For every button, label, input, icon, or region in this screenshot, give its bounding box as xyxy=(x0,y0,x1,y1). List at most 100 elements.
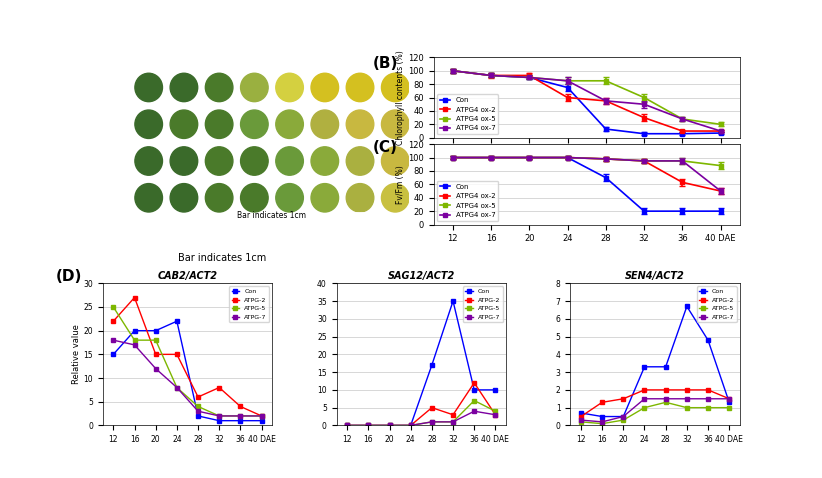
ATPG-7 xyxy=(193,408,203,414)
Ellipse shape xyxy=(206,73,233,102)
ATPG-7 xyxy=(491,412,501,418)
ATPG-5 xyxy=(491,408,501,414)
Con xyxy=(235,418,245,424)
Line: ATPG-2: ATPG-2 xyxy=(345,381,497,427)
ATPG-5 xyxy=(150,337,160,343)
Ellipse shape xyxy=(311,73,339,102)
Line: Con: Con xyxy=(345,299,497,427)
ATPG-5 xyxy=(235,413,245,419)
Text: 32: 32 xyxy=(317,62,326,71)
Ellipse shape xyxy=(346,110,374,139)
Ellipse shape xyxy=(206,110,233,139)
Con xyxy=(491,387,501,393)
ATPG-5 xyxy=(640,405,649,411)
Con xyxy=(172,318,182,324)
Ellipse shape xyxy=(206,147,233,175)
Text: Con: Con xyxy=(109,75,123,84)
ATPG-5 xyxy=(448,419,458,425)
ATPG-2 xyxy=(130,294,140,300)
ATPG-5 xyxy=(598,421,607,426)
Ellipse shape xyxy=(311,110,339,139)
ATPG-2 xyxy=(598,400,607,405)
ATPG-2 xyxy=(150,351,160,357)
Text: (A): (A) xyxy=(109,62,134,77)
ATPG-2 xyxy=(576,413,586,419)
Ellipse shape xyxy=(170,73,198,102)
Text: ATPG4
ox-5: ATPG4 ox-5 xyxy=(109,143,134,163)
Y-axis label: Chlorophyll contents (%): Chlorophyll contents (%) xyxy=(396,50,405,145)
ATPG-7 xyxy=(342,423,352,428)
Text: (D): (D) xyxy=(55,269,81,284)
Con xyxy=(618,413,628,419)
Ellipse shape xyxy=(276,110,303,139)
Text: Bar indicates 1cm: Bar indicates 1cm xyxy=(178,253,266,263)
ATPG-2 xyxy=(724,396,734,402)
ATPG-2 xyxy=(406,423,416,428)
ATPG-5 xyxy=(385,423,395,428)
Con xyxy=(109,351,118,357)
ATPG-2 xyxy=(385,423,395,428)
ATPG-7 xyxy=(130,342,140,348)
Line: ATPG-2: ATPG-2 xyxy=(580,388,731,418)
ATPG-5 xyxy=(363,423,373,428)
Y-axis label: Relative value: Relative value xyxy=(72,325,81,384)
Text: (B): (B) xyxy=(372,56,398,71)
Line: ATPG-5: ATPG-5 xyxy=(580,401,731,425)
ATPG-5 xyxy=(109,304,118,310)
Con xyxy=(661,364,671,369)
Legend: Con, ATPG4 ox-2, ATPG4 ox-5, ATPG4 ox-7: Con, ATPG4 ox-2, ATPG4 ox-5, ATPG4 ox-7 xyxy=(437,94,498,134)
Ellipse shape xyxy=(135,110,163,139)
ATPG-7 xyxy=(215,413,224,419)
ATPG-5 xyxy=(215,413,224,419)
ATPG-7 xyxy=(661,396,671,402)
Ellipse shape xyxy=(135,73,163,102)
Ellipse shape xyxy=(241,184,268,212)
ATPG-2 xyxy=(172,351,182,357)
ATPG-5 xyxy=(618,417,628,423)
ATPG-7 xyxy=(640,396,649,402)
ATPG-7 xyxy=(363,423,373,428)
Legend: Con, ATPG-2, ATPG-5, ATPG-7: Con, ATPG-2, ATPG-5, ATPG-7 xyxy=(463,286,503,322)
Legend: Con, ATPG-2, ATPG-5, ATPG-7: Con, ATPG-2, ATPG-5, ATPG-7 xyxy=(229,286,269,322)
ATPG-2 xyxy=(342,423,352,428)
Con xyxy=(385,423,395,428)
ATPG-2 xyxy=(363,423,373,428)
ATPG-2 xyxy=(256,413,266,419)
Ellipse shape xyxy=(346,73,374,102)
Con xyxy=(469,387,479,393)
Ellipse shape xyxy=(311,147,339,175)
Line: ATPG-5: ATPG-5 xyxy=(112,305,263,418)
Con xyxy=(342,423,352,428)
Ellipse shape xyxy=(346,184,374,212)
Con xyxy=(640,364,649,369)
ATPG-2 xyxy=(427,405,436,411)
Line: ATPG-7: ATPG-7 xyxy=(580,397,731,424)
ATPG-7 xyxy=(406,423,416,428)
Title: SEN4/ACT2: SEN4/ACT2 xyxy=(626,271,685,281)
Ellipse shape xyxy=(381,110,409,139)
Ellipse shape xyxy=(276,184,303,212)
ATPG-2 xyxy=(618,396,628,402)
Con xyxy=(703,337,713,343)
Y-axis label: Fv/Fm (%): Fv/Fm (%) xyxy=(396,165,405,204)
ATPG-5 xyxy=(724,405,734,411)
Con xyxy=(150,328,160,334)
ATPG-5 xyxy=(682,405,692,411)
ATPG-2 xyxy=(640,387,649,393)
Ellipse shape xyxy=(170,184,198,212)
ATPG-7 xyxy=(109,337,118,343)
Ellipse shape xyxy=(381,184,409,212)
ATPG-7 xyxy=(427,419,436,425)
ATPG-7 xyxy=(469,408,479,414)
ATPG-2 xyxy=(215,385,224,391)
ATPG-7 xyxy=(150,366,160,371)
Line: Con: Con xyxy=(112,319,263,423)
Ellipse shape xyxy=(276,147,303,175)
Text: 12: 12 xyxy=(141,62,150,71)
Con xyxy=(598,413,607,419)
Con xyxy=(363,423,373,428)
Text: 16: 16 xyxy=(176,62,186,71)
Con xyxy=(682,304,692,309)
Text: 20: 20 xyxy=(211,62,221,71)
ATPG-7 xyxy=(448,419,458,425)
